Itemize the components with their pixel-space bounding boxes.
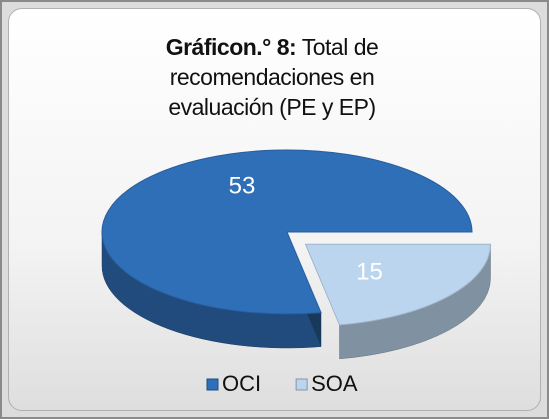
legend-label: OCI <box>222 371 261 396</box>
legend-label: SOA <box>311 371 358 396</box>
data-label: 15 <box>356 258 383 285</box>
legend-swatch <box>206 378 219 391</box>
data-label: 53 <box>229 172 256 199</box>
title-rest: Total de recomendaciones en evaluación (… <box>168 34 379 120</box>
slice <box>101 149 473 315</box>
legend-swatch <box>295 378 308 391</box>
chart-title: Gráficon.° 8: Total de recomendaciones e… <box>122 32 422 122</box>
title-bold: Gráficon.° 8: <box>165 34 297 60</box>
slice <box>304 243 492 326</box>
